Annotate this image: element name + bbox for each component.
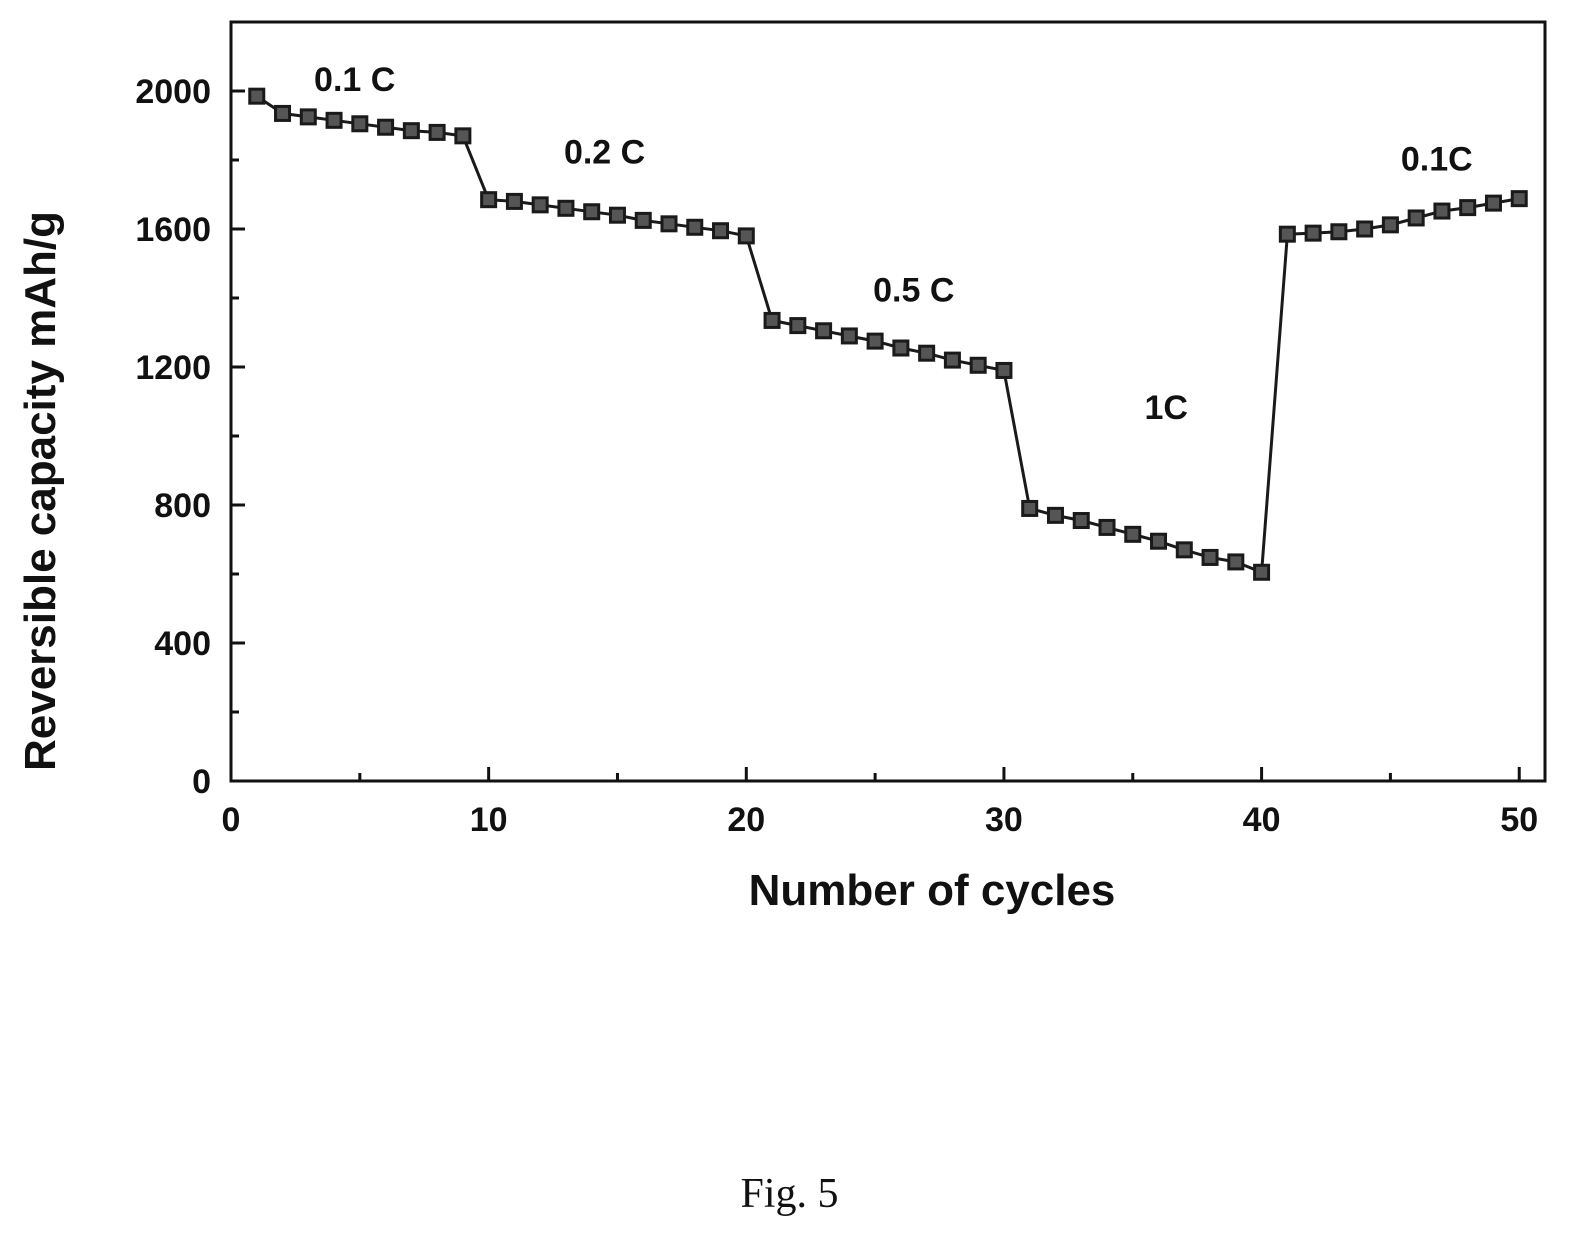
y-tick-label: 0 [192,763,211,801]
rate-annotation: 0.5 C [873,271,954,309]
data-point [274,104,292,122]
data-point [583,203,601,221]
data-point [660,215,678,233]
data-point [840,327,858,345]
data-point [377,118,395,136]
x-tick-label: 20 [727,801,765,839]
rate-annotation: 0.1 C [314,61,395,99]
data-point [892,339,910,357]
data-point [1021,499,1039,517]
y-axis-label: Reversible capacity mAh/g [16,211,65,771]
plot-frame [229,20,1547,783]
data-point [1407,209,1425,227]
x-tick-label: 40 [1243,801,1281,839]
data-point [737,227,755,245]
data-point [402,122,420,140]
data-point [1484,194,1502,212]
data-point [1046,506,1064,524]
rate-annotation: 0.1C [1401,140,1473,178]
data-point [608,206,626,224]
data-point [634,211,652,229]
data-point [1459,199,1477,217]
data-point [815,322,833,340]
data-point [557,199,575,217]
x-tick-label: 50 [1500,801,1538,839]
y-tick-label: 1200 [135,349,211,387]
plot-border [229,20,1547,783]
data-point [969,356,987,374]
data-point [918,344,936,362]
data-point [1253,563,1271,581]
x-axis-label: Number of cycles [749,866,1116,915]
data-point [454,127,472,145]
data-point [712,222,730,240]
data-point [1201,548,1219,566]
axis-ticks [229,89,1521,783]
data-point [1278,225,1296,243]
data-point [480,191,498,209]
data-point [943,351,961,369]
tick-labels: 0 10 20 30 40 50 0 400 800 1200 1600 2000 [135,73,1538,839]
data-point [505,192,523,210]
data-point [1175,541,1193,559]
rate-annotation: 1C [1145,389,1188,427]
data-point [351,115,369,133]
x-tick-label: 0 [222,801,241,839]
annotations: 0.1 C 0.2 C 0.5 C 1C 0.1C [314,61,1473,427]
data-point [995,361,1013,379]
data-point [248,87,266,105]
x-tick-label: 30 [985,801,1023,839]
figure-caption: Fig. 5 [740,1171,839,1217]
data-point [1356,220,1374,238]
series-group [248,87,1528,581]
data-point [1098,518,1116,536]
y-tick-label: 400 [154,625,211,663]
data-point [866,332,884,350]
data-point [1381,216,1399,234]
data-point [299,108,317,126]
data-point [428,123,446,141]
data-point [1304,224,1322,242]
data-point [686,218,704,236]
data-point [1227,553,1245,571]
data-point [1510,190,1528,208]
data-point [1124,525,1142,543]
x-tick-label: 10 [470,801,508,839]
y-tick-label: 1600 [135,211,211,249]
data-point [1330,223,1348,241]
data-point [763,311,781,329]
y-tick-label: 2000 [135,73,211,111]
data-point [1150,532,1168,550]
data-point [1433,202,1451,220]
chart: 0 10 20 30 40 50 0 400 800 1200 1600 2000 0.1 C 0.2 … [16,20,1547,915]
rate-annotation: 0.2 C [564,133,645,171]
series-line [255,94,1520,575]
data-point [531,196,549,214]
data-point [325,111,343,129]
data-point [789,317,807,335]
y-tick-label: 800 [154,487,211,525]
data-point [1072,512,1090,530]
